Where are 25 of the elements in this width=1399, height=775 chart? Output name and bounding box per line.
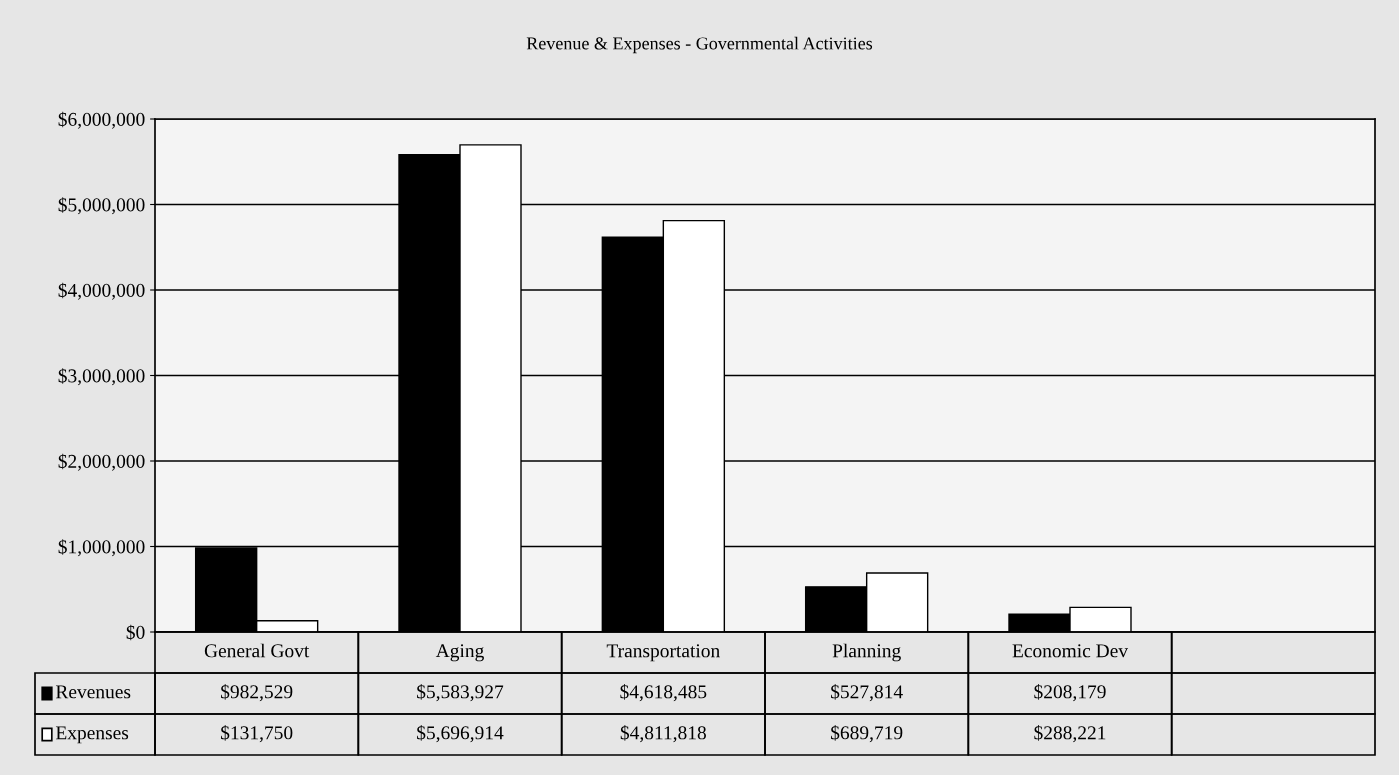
legend-label: Expenses — [55, 726, 129, 744]
y-tick-label: $4,000,000 — [58, 282, 145, 300]
x-tick-label: Economic Dev — [1012, 644, 1129, 658]
data-label: $4,618,485 — [620, 684, 707, 702]
data-label: $288,221 — [1034, 725, 1106, 743]
chart-title: Revenue & Expenses - Governmental Activities — [526, 36, 873, 54]
y-tick-label: $1,000,000 — [58, 539, 145, 557]
x-tick-label: Transportation — [606, 644, 720, 662]
data-label: $5,696,914 — [417, 725, 504, 743]
y-tick-label: $3,000,000 — [58, 368, 145, 386]
data-label: $208,179 — [1034, 684, 1106, 702]
data-label: $131,750 — [221, 725, 293, 743]
data-label: $5,583,927 — [417, 684, 504, 702]
y-tick-label: $2,000,000 — [58, 453, 145, 471]
y-tick-label: $0 — [126, 624, 145, 641]
x-tick-label: Aging — [435, 644, 484, 662]
data-label: $4,811,818 — [620, 725, 706, 743]
x-tick-label: General Govt — [204, 643, 310, 658]
y-tick-label: $5,000,000 — [58, 197, 145, 215]
data-label: $982,529 — [221, 684, 293, 702]
legend-label: Revenues — [55, 685, 131, 699]
data-label: $689,719 — [831, 725, 903, 743]
x-tick-label: Planning — [832, 643, 901, 662]
y-tick-label: $6,000,000 — [58, 111, 145, 129]
data-label: $527,814 — [831, 684, 903, 702]
